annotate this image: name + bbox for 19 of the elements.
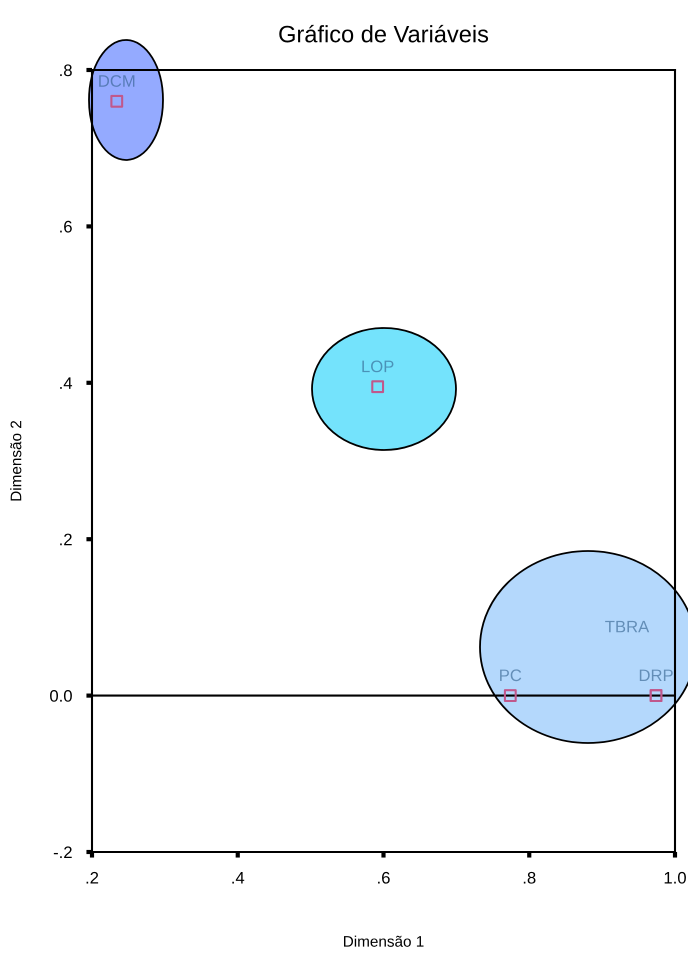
annotation: DRP xyxy=(640,670,673,682)
x-tick-label: 1.0 xyxy=(664,872,686,884)
y-axis-title: Dimensão 2 xyxy=(10,421,22,501)
x-tick-label: .4 xyxy=(232,872,244,884)
y-tick-label: .4 xyxy=(60,377,72,389)
annotation: PC xyxy=(500,669,522,682)
annotation: DCM xyxy=(99,75,134,87)
x-axis-title: Dimensão 1 xyxy=(344,936,424,947)
annotation: LOP xyxy=(362,360,394,372)
annotation: TBRA xyxy=(605,620,650,632)
x-tick-label: .2 xyxy=(86,872,98,884)
y-tick-label: -.2 xyxy=(54,846,72,858)
x-tick-label: .8 xyxy=(524,872,536,884)
x-tick-label: .6 xyxy=(378,872,390,884)
y-tick-label: 0.0 xyxy=(50,690,72,702)
y-tick-label: .2 xyxy=(60,534,72,546)
y-tick-label: .6 xyxy=(60,220,72,233)
y-tick-label: .8 xyxy=(60,64,72,76)
chart-title: Gráfico de Variáveis xyxy=(279,24,488,42)
